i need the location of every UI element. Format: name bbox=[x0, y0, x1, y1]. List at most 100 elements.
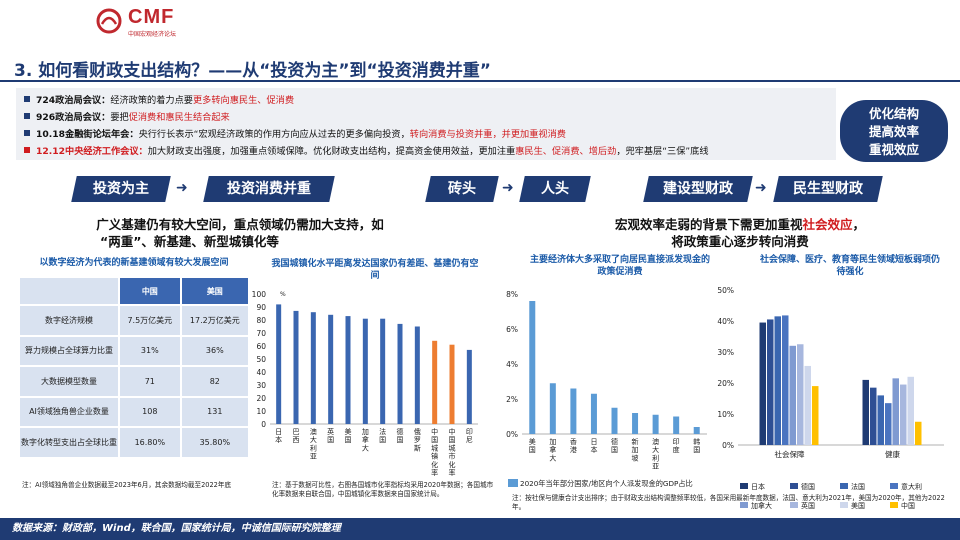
chart-title: 主要经济体大多采取了向居民直接派发现金的政策促消费 bbox=[529, 255, 710, 277]
y-tick-label: 0% bbox=[506, 430, 518, 439]
bar bbox=[328, 314, 334, 424]
bar bbox=[673, 416, 680, 434]
y-tick-label: 30% bbox=[717, 348, 734, 357]
bubble-line: 优化结构 bbox=[868, 106, 919, 121]
x-tick-char: 加 bbox=[632, 445, 639, 454]
bar bbox=[293, 310, 299, 424]
table-cell: 108 bbox=[118, 395, 182, 428]
legend-item: 英国 bbox=[790, 501, 840, 511]
legend-item: 加拿大 bbox=[740, 501, 790, 511]
text-run: 12.12中央经济工作会议： bbox=[36, 146, 148, 157]
right-headline: 宏观效率走弱的背景下需更加重视社会效应， 将政策重心逐步转向消费 bbox=[540, 216, 940, 250]
x-tick-char: 本 bbox=[275, 435, 282, 444]
x-tick-char: 韩 bbox=[693, 437, 700, 446]
text-run: 转向消费与投资并重，并更加重视消费 bbox=[409, 129, 566, 140]
pill-bricks: 砖头 bbox=[425, 176, 499, 202]
x-tick-char: 化 bbox=[449, 460, 456, 469]
bar bbox=[907, 376, 914, 445]
y-tick-label: 60 bbox=[256, 342, 266, 351]
bar bbox=[466, 349, 472, 424]
x-tick-char: 巴 bbox=[293, 428, 300, 436]
x-tick-char: 新 bbox=[632, 437, 639, 446]
bullet-icon bbox=[24, 147, 30, 153]
x-tick-char: 化 bbox=[431, 460, 438, 469]
x-tick-char: 国 bbox=[379, 436, 386, 444]
bar bbox=[432, 340, 438, 424]
x-tick-label: 美国 bbox=[345, 427, 352, 444]
table-cell: 36% bbox=[179, 334, 251, 367]
text-run: 促消费和惠民生结合起来 bbox=[128, 112, 230, 123]
headline-line: “两重”、新基建、新型城镇化等 bbox=[100, 234, 279, 249]
x-tick-char: 澳 bbox=[652, 437, 659, 446]
y-tick-label: 10% bbox=[717, 410, 734, 419]
y-tick-label: 0% bbox=[722, 441, 734, 450]
y-tick-label: 8% bbox=[506, 290, 518, 299]
table-row: 大数据模型数量 71 82 bbox=[18, 365, 251, 398]
x-tick-char: 坡 bbox=[632, 453, 639, 462]
table-cell: 数字经济规模 bbox=[18, 304, 120, 337]
x-tick-label: 日本 bbox=[590, 438, 597, 454]
legend-label: 加拿大 bbox=[751, 502, 772, 510]
table-cell: 35.80% bbox=[179, 426, 251, 459]
bar bbox=[797, 344, 804, 445]
x-tick-char: 大 bbox=[310, 435, 317, 444]
y-tick-label: 30 bbox=[256, 381, 266, 390]
text-run: 10.18金融街论坛年会： bbox=[36, 129, 139, 140]
bar bbox=[870, 387, 877, 445]
x-tick-char: 美 bbox=[529, 437, 536, 446]
legend-item: 意大利 bbox=[890, 482, 940, 492]
table-row: 数字化转型支出占全球比重 16.80% 35.80% bbox=[18, 426, 251, 459]
x-tick-label: 韩国 bbox=[693, 437, 700, 454]
table-header-row: 中国 美国 bbox=[18, 276, 251, 306]
x-tick-label: 德国 bbox=[397, 427, 404, 444]
x-tick-char: 中 bbox=[431, 427, 438, 436]
x-tick-label: 加拿大 bbox=[362, 427, 369, 452]
x-tick-char: 亚 bbox=[652, 463, 659, 471]
x-tick-label: 德国 bbox=[611, 437, 618, 454]
legend-item: 日本 bbox=[740, 482, 790, 492]
legend-label: 法国 bbox=[851, 483, 865, 491]
y-tick-label: 20% bbox=[717, 379, 734, 388]
legend-swatch bbox=[840, 483, 848, 489]
x-tick-char: 香 bbox=[570, 437, 577, 446]
digital-economy-table: 中国 美国 数字经济规模 7.5万亿美元 17.2万亿美元 算力规模占全球算力比重 31% 3… bbox=[18, 276, 251, 459]
bar bbox=[759, 322, 766, 445]
left-headline: 广义基建仍有较大空间，重点领域仍需加大支持，如 “两重”、新基建、新型城镇化等 bbox=[40, 216, 440, 250]
bubble-line: 重视效应 bbox=[868, 142, 919, 157]
column-header: 中国 bbox=[118, 276, 182, 306]
text-run: 要把 bbox=[110, 112, 129, 123]
policy-note: 10.18金融街论坛年会：央行行长表示“宏观经济政策的作用方向应从过去的更多偏向… bbox=[24, 126, 566, 140]
y-tick-label: 50 bbox=[256, 355, 266, 364]
legend-swatch bbox=[790, 502, 798, 508]
x-tick-label: 香港 bbox=[570, 437, 577, 454]
x-tick-char: 德 bbox=[611, 437, 618, 446]
bar bbox=[693, 427, 700, 434]
x-tick-char: 拿 bbox=[362, 435, 369, 444]
title-divider bbox=[0, 80, 960, 82]
bullet-icon bbox=[24, 130, 30, 136]
bar bbox=[380, 318, 386, 424]
table-cell: 7.5万亿美元 bbox=[118, 304, 182, 337]
y-tick-label: 50% bbox=[717, 286, 734, 295]
legend-swatch bbox=[740, 483, 748, 489]
pill-investment-consumption: 投资消费并重 bbox=[203, 176, 335, 202]
bar bbox=[812, 386, 819, 445]
bar bbox=[877, 395, 884, 445]
table-row: AI领域独角兽企业数量 108 131 bbox=[18, 395, 251, 428]
text-run: 央行行长表示“宏观经济政策的作用方向应从过去的更多偏向投资， bbox=[138, 129, 410, 140]
table-cell: 16.80% bbox=[118, 426, 182, 459]
x-tick-label: 印尼 bbox=[466, 428, 473, 444]
bar bbox=[774, 316, 781, 445]
x-tick-char: 日 bbox=[275, 428, 282, 436]
chart-title: 社会保障、医疗、教育等民生领域短板弱项仍待强化 bbox=[760, 255, 941, 277]
bar bbox=[362, 318, 368, 424]
bar bbox=[767, 319, 774, 445]
x-tick-char: 国 bbox=[693, 446, 700, 454]
arrow-right-icon: ➜ bbox=[176, 180, 188, 196]
bar bbox=[397, 323, 403, 424]
x-tick-char: 国 bbox=[611, 446, 618, 454]
x-tick-char: 大 bbox=[652, 445, 659, 454]
x-tick-char: 中 bbox=[449, 427, 456, 436]
